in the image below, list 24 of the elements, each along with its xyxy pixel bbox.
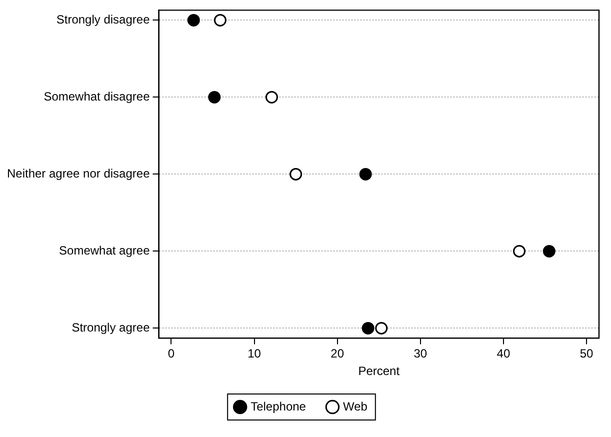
point xyxy=(265,90,278,104)
x-tick-label: 0 xyxy=(168,346,175,361)
point xyxy=(208,90,221,104)
y-tick-label: Somewhat disagree xyxy=(44,90,150,104)
x-tick-label: 10 xyxy=(248,346,262,361)
point xyxy=(359,168,372,180)
legend-label: Web xyxy=(342,399,368,414)
x-tick-label: 40 xyxy=(496,346,510,361)
point xyxy=(513,244,526,258)
y-tick-label: Strongly disagree xyxy=(56,12,150,27)
y-tick-label: Strongly agree xyxy=(72,320,150,335)
legend-label: Telephone xyxy=(250,399,306,414)
x-tick-label: 20 xyxy=(330,346,344,361)
point xyxy=(375,322,388,334)
point xyxy=(542,244,556,258)
point xyxy=(187,14,200,26)
x-tick-label: 50 xyxy=(580,346,594,361)
point xyxy=(290,168,302,180)
y-tick-label: Somewhat agree xyxy=(59,244,150,258)
point xyxy=(362,322,374,334)
point xyxy=(214,14,226,26)
x-tick-label: 30 xyxy=(414,346,428,361)
y-tick-label: Neither agree nor disagree xyxy=(6,166,150,181)
x-axis-title: Percent xyxy=(358,364,400,378)
